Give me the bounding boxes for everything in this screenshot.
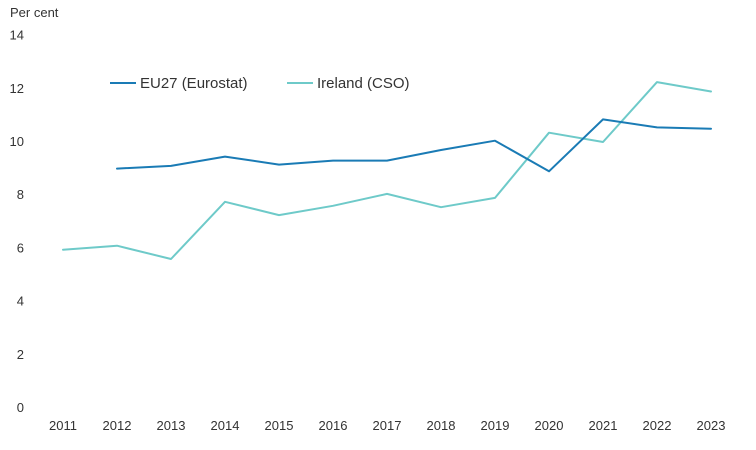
x-axis-ticks: 2011 2012 2013 2014 2015 2016 2017 2018 2019 2020… bbox=[49, 418, 725, 433]
x-tick-label: 2021 bbox=[589, 418, 618, 433]
legend-item-ireland-label: Ireland (CSO) bbox=[317, 75, 410, 92]
y-tick-label: 10 bbox=[10, 134, 24, 149]
x-tick-label: 2020 bbox=[535, 418, 564, 433]
x-tick-label: 2014 bbox=[211, 418, 240, 433]
y-tick-label: 2 bbox=[17, 347, 24, 362]
legend-item-eu27-label: EU27 (Eurostat) bbox=[140, 75, 248, 92]
x-tick-label: 2019 bbox=[481, 418, 510, 433]
x-tick-label: 2017 bbox=[373, 418, 402, 433]
y-axis-ticks: 0 2 4 6 8 10 12 14 bbox=[10, 28, 24, 415]
y-tick-label: 12 bbox=[10, 81, 24, 96]
x-tick-label: 2023 bbox=[697, 418, 726, 433]
x-tick-label: 2018 bbox=[427, 418, 456, 433]
series-line-ireland bbox=[62, 81, 712, 260]
y-tick-label: 6 bbox=[17, 240, 24, 255]
x-tick-label: 2016 bbox=[319, 418, 348, 433]
series-line-eu27 bbox=[116, 118, 712, 173]
y-axis-unit-label: Per cent bbox=[10, 5, 59, 20]
y-tick-label: 8 bbox=[17, 187, 24, 202]
y-tick-label: 0 bbox=[17, 400, 24, 415]
x-tick-label: 2013 bbox=[157, 418, 186, 433]
x-tick-label: 2012 bbox=[103, 418, 132, 433]
x-tick-label: 2015 bbox=[265, 418, 294, 433]
legend: EU27 (Eurostat) Ireland (CSO) bbox=[110, 75, 410, 92]
y-tick-label: 4 bbox=[17, 294, 24, 309]
series-lines bbox=[62, 81, 712, 260]
y-tick-label: 14 bbox=[10, 28, 24, 43]
x-tick-label: 2011 bbox=[49, 418, 77, 433]
x-tick-label: 2022 bbox=[643, 418, 672, 433]
